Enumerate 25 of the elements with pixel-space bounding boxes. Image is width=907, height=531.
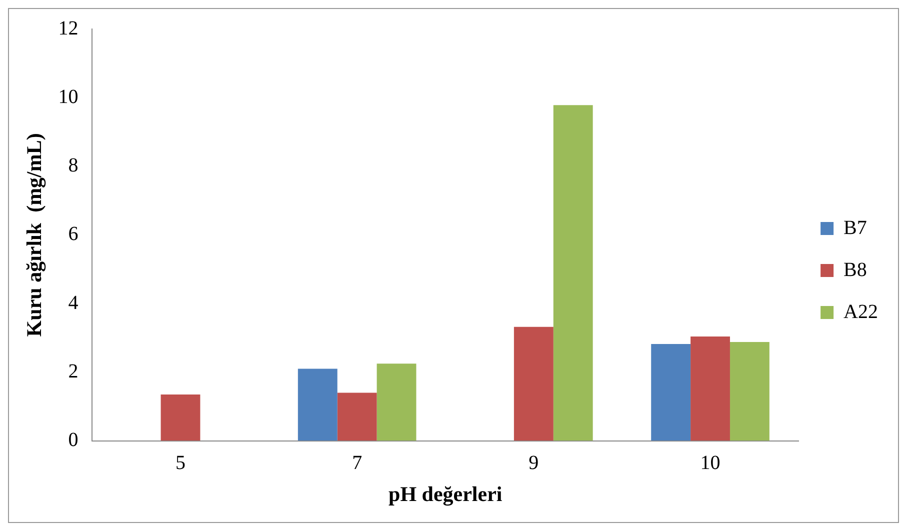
bar: [298, 368, 338, 441]
y-tick-label: 4: [68, 292, 78, 314]
y-tick-label: 8: [68, 154, 78, 177]
x-axis-title: pH değerleri: [388, 482, 502, 506]
y-tick-label: 10: [58, 86, 78, 108]
bar: [376, 364, 416, 441]
legend-label: A22: [844, 300, 878, 323]
bar: [514, 326, 554, 441]
y-tick-label: 12: [58, 17, 78, 40]
x-tick-label: 7: [352, 452, 362, 474]
y-tick-label: 2: [68, 360, 78, 382]
x-tick-label: 5: [175, 452, 186, 474]
bar: [651, 344, 691, 441]
x-tick-label: 9: [528, 452, 539, 474]
y-tick-label: 0: [68, 429, 78, 452]
bar: [160, 394, 200, 441]
y-axis-title: Kuru ağırlık (mg/mL): [22, 133, 46, 337]
bar: [690, 336, 730, 441]
y-tick-label: 6: [68, 223, 78, 246]
legend-label: B7: [844, 216, 867, 239]
bar: [730, 342, 770, 441]
bar: [553, 105, 593, 441]
bar: [337, 392, 377, 441]
legend-label: B8: [844, 258, 867, 281]
x-tick-label: 10: [700, 452, 720, 474]
